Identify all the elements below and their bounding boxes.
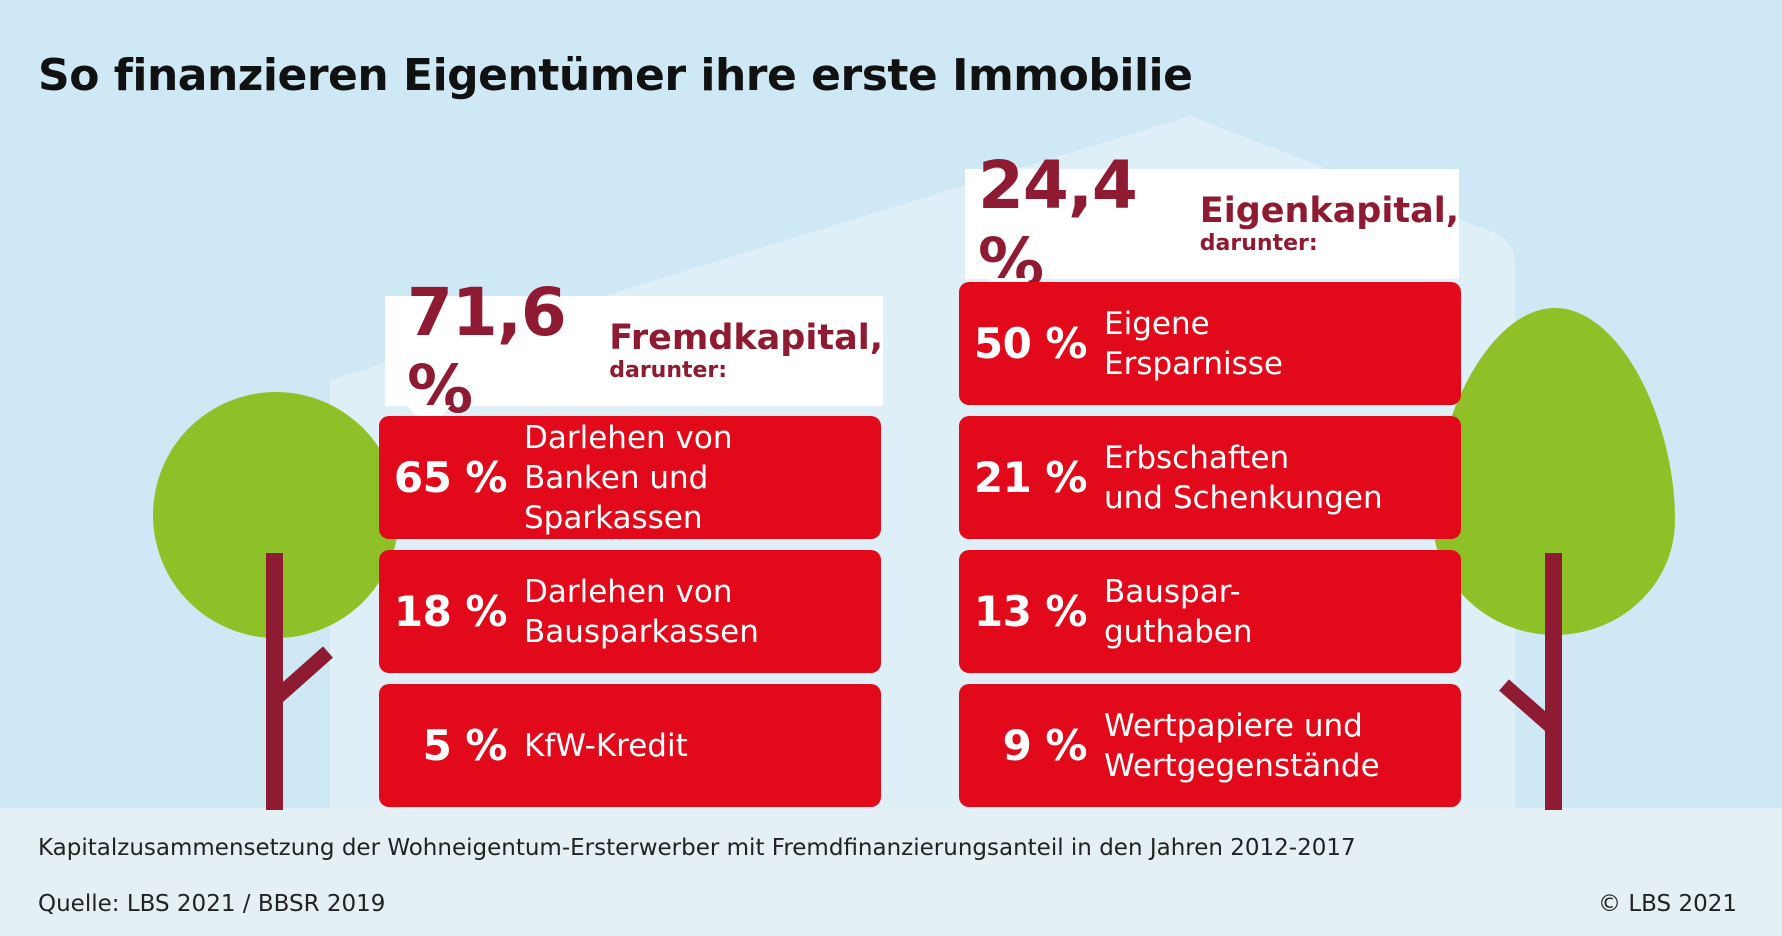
item-percentage: 18 % <box>393 587 508 636</box>
item-bausparguthaben: 13 % Bauspar- guthaben <box>959 550 1461 673</box>
item-percentage: 5 % <box>422 721 508 770</box>
item-label: Darlehen von Banken und Sparkassen <box>524 416 874 539</box>
ground <box>0 808 1782 936</box>
item-eigene-ersparnisse: 50 % Eigene Ersparnisse <box>959 282 1461 405</box>
header-eigenkapital: 24,4 % Eigenkapital, darunter: <box>965 147 1459 306</box>
footnote: Kapitalzusammensetzung der Wohneigentum-… <box>38 835 1356 861</box>
page-title: So finanzieren Eigentümer ihre erste Imm… <box>38 50 1193 101</box>
item-erbschaften-schenkungen: 21 % Erbschaften und Schenkungen <box>959 416 1461 539</box>
group-sublabel: darunter: <box>609 358 728 384</box>
item-banken-sparkassen: 65 % Darlehen von Banken und Sparkassen <box>379 416 881 539</box>
item-wertpapiere: 9 % Wertpapiere und Wertgegenstände <box>959 684 1461 807</box>
item-percentage: 50 % <box>973 319 1088 368</box>
tree-left <box>153 392 399 810</box>
item-label: Eigene Ersparnisse <box>1104 282 1454 405</box>
tree-left-trunk <box>266 553 283 810</box>
item-label-line2: Wertgegenstände <box>1104 747 1380 784</box>
item-percentage: 21 % <box>973 453 1088 502</box>
tree-right-crown <box>1433 308 1675 635</box>
item-label-line1: Wertpapiere und <box>1104 707 1363 744</box>
item-label-line2: guthaben <box>1104 613 1253 650</box>
item-label: Wertpapiere und Wertgegenstände <box>1104 684 1454 807</box>
tree-right <box>1433 308 1675 810</box>
item-label-line1: Erbschaften <box>1104 439 1290 476</box>
tree-right-trunk <box>1545 553 1562 810</box>
group-label: Eigenkapital, <box>1199 191 1459 232</box>
item-label: KfW-Kredit <box>524 684 874 807</box>
item-bausparkassen: 18 % Darlehen von Bausparkassen <box>379 550 881 673</box>
item-label-line1: Darlehen von <box>524 419 733 456</box>
item-label-line1: Bauspar- <box>1104 573 1241 610</box>
item-percentage: 13 % <box>973 587 1088 636</box>
item-label-line2: Banken und Sparkassen <box>524 459 709 536</box>
source-note: Quelle: LBS 2021 / BBSR 2019 <box>38 891 386 917</box>
item-label-line1: KfW-Kredit <box>524 727 688 764</box>
item-label-line2: Bausparkassen <box>524 613 759 650</box>
group-label: Fremdkapital, <box>609 318 883 359</box>
copyright-note: © LBS 2021 <box>1598 891 1737 917</box>
header-fremdkapital: 71,6 % Fremdkapital, darunter: <box>385 274 883 433</box>
tree-right-branch <box>1499 679 1558 734</box>
item-label: Bauspar- guthaben <box>1104 550 1454 673</box>
item-label-line1: Eigene <box>1104 305 1210 342</box>
tree-left-crown <box>153 392 399 638</box>
tree-left-branch <box>269 646 333 706</box>
item-kfw-kredit: 5 % KfW-Kredit <box>379 684 881 807</box>
item-percentage: 65 % <box>393 453 508 502</box>
group-sublabel: darunter: <box>1199 231 1318 257</box>
item-label: Darlehen von Bausparkassen <box>524 550 874 673</box>
item-percentage: 9 % <box>1002 721 1088 770</box>
item-label-line2: Ersparnisse <box>1104 345 1283 382</box>
item-label-line2: und Schenkungen <box>1104 479 1383 516</box>
item-label-line1: Darlehen von <box>524 573 733 610</box>
item-label: Erbschaften und Schenkungen <box>1104 416 1454 539</box>
